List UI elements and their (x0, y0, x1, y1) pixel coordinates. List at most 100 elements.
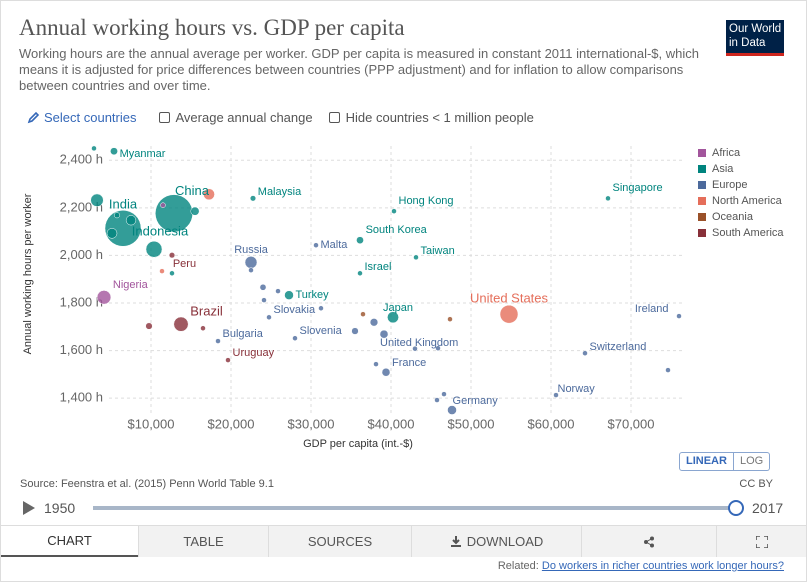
logo[interactable]: Our World in Data (726, 20, 784, 56)
point (159, 268, 165, 274)
x-tick-label: $30,000 (288, 416, 335, 431)
tab-label: DOWNLOAD (466, 534, 544, 549)
x-tick-label: $20,000 (208, 416, 255, 431)
legend-swatch (698, 149, 706, 157)
point (110, 147, 118, 156)
checkbox-box (158, 112, 170, 123)
point (225, 357, 231, 363)
point (313, 242, 319, 248)
timeline-end: 2017 (752, 500, 784, 516)
point-label: Russia (234, 244, 269, 256)
point-label: Bulgaria (223, 328, 264, 340)
point (360, 311, 366, 317)
source: Source: Feenstra et al. (2015) Penn Worl… (20, 478, 274, 490)
point (605, 195, 611, 202)
select-countries[interactable]: Select countries (27, 110, 137, 125)
point (160, 202, 166, 208)
point (447, 405, 457, 415)
point (169, 270, 175, 277)
y-tick-label: 2,000 h (60, 247, 103, 262)
point (318, 305, 324, 311)
x-tick-label: $50,000 (448, 416, 495, 431)
expand-tab[interactable] (716, 526, 806, 557)
point (190, 206, 200, 216)
point (173, 316, 189, 332)
point-label: Singapore (613, 182, 663, 194)
point-label: France (392, 357, 426, 369)
x-tick-label: $40,000 (368, 416, 415, 431)
point (106, 228, 118, 239)
select-label: Select countries (44, 110, 137, 125)
related-label: Related: (497, 560, 539, 572)
point (261, 297, 267, 303)
checkbox[interactable]: Average annual change (158, 110, 313, 125)
tabs: CHART TABLE SOURCES DOWNLOAD (1, 525, 806, 557)
x-tick-label: $10,000 (128, 416, 175, 431)
point-label: Nigeria (113, 279, 149, 291)
point (356, 236, 364, 245)
point (676, 313, 682, 319)
point-label: China (175, 183, 210, 198)
point-label: Malaysia (258, 186, 302, 198)
point (412, 345, 418, 352)
point (357, 270, 363, 277)
linear-button[interactable]: LINEAR (679, 452, 734, 471)
legend-label: Europe (712, 179, 747, 191)
point (145, 240, 163, 258)
tab[interactable]: SOURCES (268, 526, 411, 557)
point-label: Turkey (295, 289, 329, 301)
point-label: Taiwan (421, 245, 455, 257)
log-button[interactable]: LOG (733, 452, 771, 471)
point (203, 188, 215, 201)
timeline-handle[interactable] (728, 500, 744, 516)
legend-label: Asia (712, 163, 734, 175)
point (369, 318, 379, 327)
grid (109, 146, 683, 416)
y-axis-label: Annual working hours per worker (22, 193, 34, 354)
point-label: Japan (383, 302, 413, 314)
point-label: Ireland (635, 303, 669, 315)
point-label: India (109, 197, 138, 212)
point-label: Myanmar (120, 148, 166, 160)
play-button[interactable] (23, 501, 35, 515)
point-label: Germany (453, 395, 499, 407)
point (292, 335, 298, 341)
point-label: Slovenia (300, 325, 343, 337)
timeline-start: 1950 (44, 500, 76, 516)
checkbox[interactable]: Hide countries < 1 million people (328, 110, 534, 125)
related-link[interactable]: Do workers in richer countries work long… (541, 560, 784, 572)
point (391, 208, 397, 214)
y-tick-label: 1,400 h (60, 390, 103, 405)
point (275, 288, 281, 294)
point (434, 397, 440, 403)
expand-icon (755, 535, 768, 548)
y-tick-label: 1,800 h (60, 294, 103, 309)
point (90, 193, 104, 207)
point-label: South Korea (366, 224, 428, 236)
tab[interactable]: DOWNLOAD (411, 526, 581, 557)
points (90, 145, 682, 415)
point (114, 212, 120, 219)
tab[interactable]: CHART (1, 526, 138, 557)
checkbox-label: Average annual change (175, 110, 313, 125)
point-label: Brazil (190, 304, 223, 319)
point-label: United Kingdom (380, 337, 458, 349)
point-label: Uruguay (233, 347, 275, 359)
y-tick-label: 2,400 h (60, 152, 103, 167)
license: CC BY (739, 478, 773, 490)
point (249, 195, 257, 202)
legend-label: Africa (712, 147, 741, 159)
share-tab[interactable] (581, 526, 716, 557)
point (125, 215, 137, 226)
scale-toggle: LINEAR LOG (679, 452, 771, 471)
legend-label: Oceania (712, 211, 754, 223)
y-tick-label: 1,600 h (60, 342, 103, 357)
tab[interactable]: TABLE (138, 526, 268, 557)
point (379, 329, 389, 339)
logo-line: Our World (729, 23, 782, 35)
point (91, 145, 97, 152)
download-icon (450, 535, 461, 547)
point (373, 361, 379, 367)
logo-line: in Data (729, 37, 766, 49)
